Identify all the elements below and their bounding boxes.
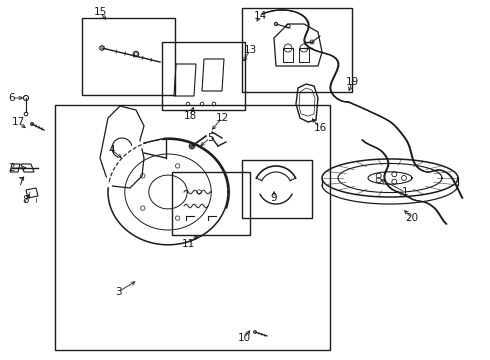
- Text: 4: 4: [109, 145, 115, 155]
- Text: 17: 17: [11, 117, 24, 127]
- Bar: [283, 48, 293, 62]
- Text: 1: 1: [402, 187, 408, 197]
- Text: 20: 20: [405, 213, 418, 223]
- Bar: [55, 105, 330, 350]
- Text: 12: 12: [216, 113, 229, 123]
- Bar: [242, 160, 312, 218]
- Text: 14: 14: [253, 11, 267, 21]
- Text: 5: 5: [207, 133, 213, 143]
- Text: 3: 3: [115, 287, 122, 297]
- Bar: [82, 18, 175, 95]
- Text: 19: 19: [345, 77, 359, 87]
- Bar: [172, 172, 250, 235]
- Text: 11: 11: [181, 239, 195, 249]
- Text: 7: 7: [17, 177, 24, 187]
- Text: 16: 16: [314, 123, 327, 133]
- Text: 10: 10: [238, 333, 250, 343]
- Bar: [162, 42, 245, 110]
- Bar: [299, 48, 309, 62]
- Text: 15: 15: [94, 7, 107, 17]
- Bar: [242, 8, 352, 92]
- Text: 6: 6: [9, 93, 15, 103]
- Text: 8: 8: [23, 195, 29, 205]
- Text: 9: 9: [270, 193, 277, 203]
- Text: 18: 18: [183, 111, 196, 121]
- Text: 13: 13: [244, 45, 257, 55]
- Text: 2: 2: [9, 163, 15, 173]
